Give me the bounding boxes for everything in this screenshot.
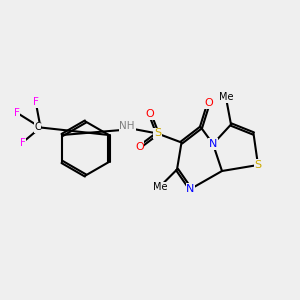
Text: F: F: [14, 107, 20, 118]
Text: O: O: [135, 142, 144, 152]
Text: NH: NH: [119, 121, 135, 131]
Text: S: S: [254, 160, 262, 170]
Text: S: S: [154, 128, 161, 139]
Text: N: N: [209, 139, 217, 149]
Text: Me: Me: [153, 182, 168, 193]
Text: C: C: [34, 122, 41, 133]
Text: Me: Me: [219, 92, 234, 103]
Text: O: O: [204, 98, 213, 109]
Text: F: F: [33, 97, 39, 107]
Text: O: O: [146, 109, 154, 119]
Text: F: F: [20, 137, 26, 148]
Text: N: N: [186, 184, 195, 194]
